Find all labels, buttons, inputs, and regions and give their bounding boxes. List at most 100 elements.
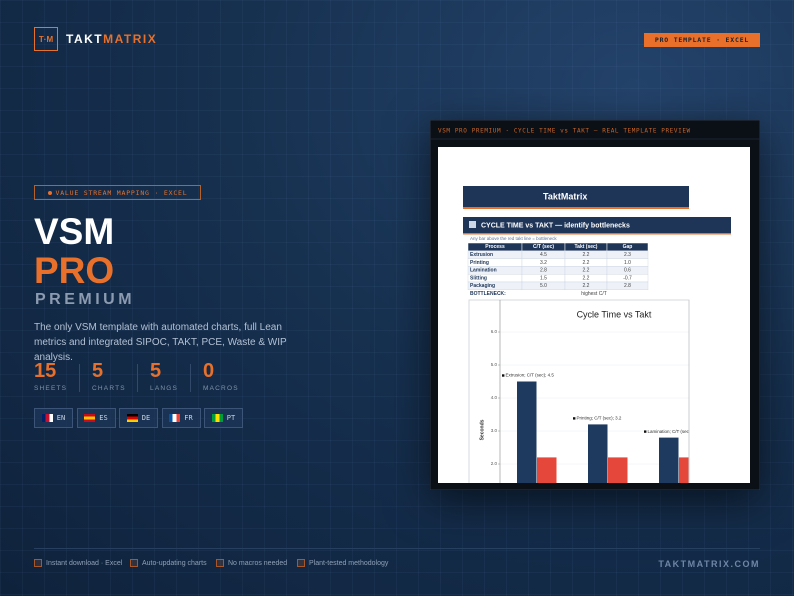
table-cell-text: 5.0 — [540, 283, 547, 289]
sheet-header — [463, 186, 689, 207]
table-cell-text: 2.8 — [624, 283, 631, 289]
axis-label: Seconds — [479, 419, 485, 440]
language-code: DE — [141, 414, 151, 422]
y-tick-label: 5.0 — [491, 362, 498, 367]
table-header: Process — [485, 244, 505, 250]
bar — [517, 381, 537, 483]
stat: 0 MACROS — [203, 360, 239, 392]
chart-title: Cycle Time vs Takt — [577, 309, 652, 319]
flag — [126, 414, 138, 422]
section-icon — [469, 221, 476, 228]
section-title: CYCLE TIME vs TAKT — identify bottleneck… — [481, 222, 630, 229]
feature-text: Plant-tested methodology — [309, 559, 389, 567]
language-chip: EN — [34, 408, 73, 428]
table-header: Gap — [623, 244, 633, 250]
stat-separator — [190, 364, 191, 392]
flag — [211, 414, 223, 422]
table-cell-text: 2.2 — [583, 268, 590, 274]
table-cell-text: 2.2 — [583, 283, 590, 289]
language-chip: ES — [76, 408, 116, 428]
chart-frame — [468, 299, 690, 483]
feature: Auto-updating charts — [130, 559, 207, 567]
stat: 5 LANGS — [150, 360, 178, 392]
title-line: PRO — [34, 250, 115, 291]
language-code: EN — [56, 414, 66, 422]
preview: VSM PRO PREMIUM · CYCLE TIME vs TAKT — R… — [430, 120, 760, 490]
table-header: C/T (sec) — [533, 244, 554, 250]
checkbox — [297, 559, 305, 567]
checkbox — [34, 559, 42, 567]
language-code: ES — [99, 414, 108, 422]
stat-label: SHEETS — [34, 385, 68, 392]
language-chip: DE — [119, 408, 158, 428]
language-chip: PT — [204, 408, 243, 428]
badge: PRO TEMPLATE · EXCEL — [644, 33, 760, 47]
language-code: FR — [184, 414, 193, 422]
table-cell-text: Slitting — [470, 275, 487, 281]
feature: No macros needed — [216, 559, 287, 567]
bar — [608, 457, 628, 483]
table-cell-text: 2.2 — [583, 260, 590, 266]
checkbox — [130, 559, 138, 567]
table-footer: highest C/T — [581, 291, 607, 297]
table: Process C/T (sec) Takt (sec) Gap Extrusion 4.… — [467, 242, 649, 297]
table-header: Takt (sec) — [575, 244, 598, 250]
flag — [41, 414, 53, 422]
feature: Plant-tested methodology — [297, 559, 388, 567]
stat-value: 15 — [34, 360, 57, 382]
table-cell-text: -0.7 — [623, 275, 632, 281]
y-tick-label: 3.0 — [491, 428, 498, 433]
table-cell — [606, 281, 649, 291]
stat-label: CHARTS — [92, 385, 126, 392]
label-marker — [573, 417, 576, 420]
data-label: Printing; C/T (sec); 3.2 — [577, 416, 622, 421]
language-code: PT — [226, 414, 236, 422]
table-footer: BOTTLENECK: — [470, 291, 506, 297]
stat-value: 5 — [92, 360, 104, 382]
table-cell-text: 0.6 — [624, 268, 631, 274]
data-label: Lamination; C/T (sec); 2.8 — [648, 429, 700, 434]
stat-value: 0 — [203, 360, 215, 382]
stat-separator — [137, 364, 138, 392]
bar — [588, 424, 608, 483]
accent-line — [463, 207, 689, 209]
y-tick-label: 4.0 — [491, 395, 498, 400]
section-bar — [463, 217, 731, 233]
note: Any bar above the red takt line = bottle… — [470, 236, 557, 241]
feature-text: Instant download · Excel — [46, 559, 123, 567]
logo: T·M — [34, 27, 58, 51]
table-cell-text: Lamination — [470, 268, 497, 274]
chart: Cycle Time vs Takt Seconds 2.0 3.0 4.0 5.0 6.0… — [479, 300, 700, 483]
label-marker — [644, 430, 647, 433]
bar — [659, 437, 679, 483]
tag-dot — [47, 190, 52, 195]
sheet-title: TaktMatrix — [543, 191, 587, 201]
accent-line — [463, 233, 731, 235]
stat: 5 CHARTS — [92, 360, 126, 392]
table-cell-text: 3.2 — [540, 260, 547, 266]
language-chip: FR — [161, 408, 201, 428]
table-cell-text: 4.5 — [540, 252, 547, 258]
table-cell-text: 2.2 — [583, 252, 590, 258]
tag-text: VALUE STREAM MAPPING · EXCEL — [55, 188, 188, 197]
stat-separator — [79, 364, 80, 392]
site-url: TAKTMATRIX.COM — [658, 559, 760, 569]
stat-label: MACROS — [203, 385, 239, 392]
stat: 15 SHEETS — [34, 360, 67, 392]
table-cell-text: Printing — [470, 260, 489, 266]
y-tick-label: 2.0 — [491, 461, 498, 466]
brand-accent: MATRIX — [103, 32, 158, 46]
divider — [34, 548, 760, 549]
sheet: TaktMatrix CYCLE TIME vs TAKT — identify… — [438, 147, 750, 483]
bar — [537, 457, 557, 483]
table-cell-text: 1.5 — [540, 275, 547, 281]
y-tick-label: 6.0 — [491, 329, 498, 334]
tag: VALUE STREAM MAPPING · EXCEL — [34, 185, 201, 200]
table-cell-text: 2.8 — [540, 268, 547, 274]
feature-text: Auto-updating charts — [142, 559, 207, 567]
table-cell-text: 2.2 — [583, 275, 590, 281]
table-cell-text: Extrusion — [470, 252, 493, 258]
brand-primary: TAKT — [66, 32, 104, 46]
stat-value: 5 — [150, 360, 162, 382]
